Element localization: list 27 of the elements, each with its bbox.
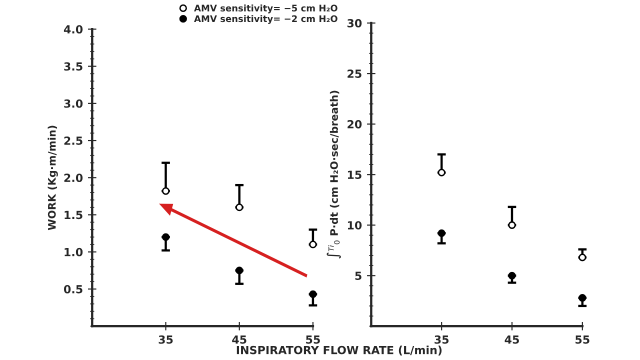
- x-axis-title: INSPIRATORY FLOW RATE (L/min): [236, 346, 442, 356]
- legend-label: AMV sensitivity= −2 cm H₂O: [194, 15, 338, 24]
- y-tick-label: 15: [348, 170, 362, 179]
- y-tick-label: 1.0: [64, 248, 83, 256]
- x-tick-label: 55: [306, 336, 320, 344]
- y-tick-label: 20: [348, 120, 362, 128]
- y-tick-label: 2.0: [64, 174, 83, 182]
- y-tick-label: 0.5: [64, 285, 82, 294]
- y-tick-label: 4.0: [64, 25, 83, 34]
- x-tick-label: 45: [232, 336, 246, 344]
- x-tick-label: 55: [576, 336, 590, 344]
- x-tick-label: 35: [158, 335, 173, 344]
- x-tick-label: 45: [504, 336, 519, 344]
- y-tick-label: 25: [348, 70, 362, 78]
- y-axis-title: ∫$^{Ti}$$_{0}$ P·dt (cm H₂O·sec/breath): [326, 90, 341, 258]
- legend-label: AMV sensitivity= −5 cm H₂O: [194, 4, 338, 14]
- y-tick-label: 2.5: [64, 136, 82, 145]
- point: [578, 294, 586, 302]
- y-tick-label: 30: [347, 19, 362, 28]
- y-tick-label: 5: [355, 272, 362, 280]
- x-tick-label: 35: [434, 335, 449, 344]
- point: [508, 272, 516, 280]
- y-axis-title: WORK (Kg·m/min): [48, 126, 58, 230]
- y-tick-label: 10: [348, 221, 362, 230]
- y-tick-label: 3.0: [64, 99, 83, 108]
- y-tick-label: 3.5: [64, 62, 82, 71]
- y-tick-label: 1.5: [64, 210, 82, 220]
